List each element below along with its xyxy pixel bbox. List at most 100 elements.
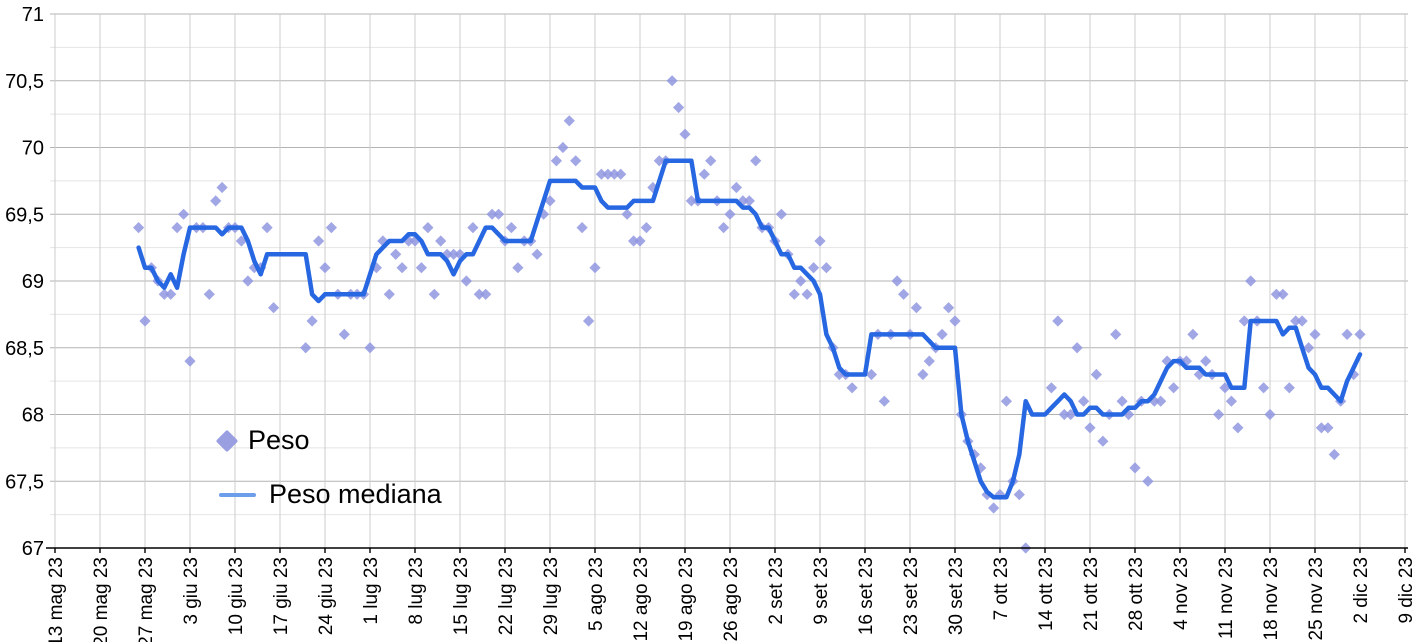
scatter-point <box>203 288 215 300</box>
x-tick-label: 25 nov 23 <box>1306 557 1327 640</box>
x-tick-label: 1 lug 23 <box>361 557 382 625</box>
scatter-point <box>820 262 832 274</box>
x-tick-label: 29 lug 23 <box>541 557 562 635</box>
scatter-point <box>306 315 318 327</box>
scatter-point <box>1315 422 1327 434</box>
scatter-point <box>640 222 652 234</box>
scatter-point <box>364 342 376 354</box>
scatter-point <box>1213 408 1225 421</box>
scatter-point <box>1155 395 1167 407</box>
scatter-point <box>383 288 395 300</box>
scatter-point <box>679 128 691 140</box>
scatter-point <box>673 101 685 114</box>
scatter-point <box>705 155 717 167</box>
scatter-point <box>615 168 627 180</box>
scatter-point <box>1322 422 1334 434</box>
scatter-point <box>878 395 890 407</box>
scatter-point <box>1116 395 1128 407</box>
x-tick-label: 9 set 23 <box>811 557 832 625</box>
x-tick-label: 21 ott 23 <box>1081 557 1102 631</box>
x-tick-label: 19 ago 23 <box>676 557 697 642</box>
scatter-point <box>1071 342 1083 354</box>
scatter-point <box>788 288 800 300</box>
scatter-point <box>833 368 845 381</box>
scatter-point <box>1264 408 1276 421</box>
scatter-point <box>531 248 543 260</box>
scatter-point <box>724 208 736 220</box>
scatter-point <box>550 155 562 167</box>
scatter-point <box>403 235 415 247</box>
scatter-point <box>801 288 813 300</box>
scatter-point <box>261 222 273 234</box>
scatter-point <box>583 315 595 327</box>
scatter-point <box>505 222 517 234</box>
scatter-point <box>621 208 633 220</box>
scatter-point <box>1084 422 1096 434</box>
scatter-point <box>1245 275 1257 287</box>
scatter-point <box>1341 328 1353 340</box>
median-line <box>136 158 1363 500</box>
scatter-point <box>910 302 922 314</box>
y-tick-label: 68 <box>22 405 44 427</box>
scatter-point <box>1303 342 1315 354</box>
x-tick-label: 26 ago 23 <box>721 557 742 642</box>
scatter-point <box>557 141 569 154</box>
scatter-point <box>1200 355 1212 367</box>
scatter-point <box>994 489 1006 501</box>
scatter-point <box>216 181 228 194</box>
scatter-point <box>1283 382 1295 394</box>
scatter-point <box>1232 422 1244 434</box>
scatter-point <box>1168 382 1180 394</box>
scatter-point <box>666 75 678 87</box>
scatter-point <box>1000 395 1012 407</box>
legend-label-peso-mediana: Peso mediana <box>269 479 442 509</box>
x-tick-label: 4 nov 23 <box>1171 557 1192 630</box>
scatter-point <box>512 262 524 274</box>
scatter-point <box>1013 489 1025 501</box>
scatter-point <box>737 195 749 207</box>
scatter-point <box>370 262 382 274</box>
x-tick-label: 22 lug 23 <box>496 557 517 635</box>
scatter-point <box>730 181 742 194</box>
scatter-point <box>1052 315 1064 327</box>
scatter-point <box>750 155 762 167</box>
scatter-point <box>795 275 807 287</box>
scatter-point <box>448 248 460 260</box>
scatter-point <box>544 195 556 207</box>
x-tick-label: 30 set 23 <box>946 557 967 635</box>
scatter-point <box>171 222 183 234</box>
x-tick-label: 17 giu 23 <box>271 557 292 635</box>
legend-item-peso-mediana: Peso mediana <box>219 479 442 510</box>
scatter-point <box>178 208 190 220</box>
scatter-point <box>1142 475 1154 487</box>
scatter-point <box>377 235 389 247</box>
scatter-point <box>563 115 575 127</box>
scatter-point <box>718 222 730 234</box>
scatter-point <box>1354 328 1366 340</box>
scatter-point <box>467 222 479 234</box>
scatter-point <box>1270 288 1282 300</box>
x-tick-label: 15 lug 23 <box>451 557 472 635</box>
scatter-point <box>814 235 826 247</box>
scatter-point <box>1225 395 1237 407</box>
x-tick-label: 9 dic 23 <box>1396 557 1417 624</box>
scatter-point <box>460 275 472 287</box>
x-tick-label: 11 nov 23 <box>1216 557 1237 639</box>
scatter-point <box>1187 328 1199 340</box>
scatter-point <box>1129 462 1141 474</box>
scatter-point <box>949 315 961 327</box>
scatter-point <box>441 248 453 260</box>
scatter-point <box>300 342 312 354</box>
scatter-point <box>975 462 987 474</box>
scatter-point <box>653 155 665 167</box>
scatter-point <box>634 235 646 247</box>
scatter-point <box>1238 315 1250 327</box>
scatter-point <box>1219 382 1231 394</box>
scatter-point <box>422 222 434 234</box>
scatter-point <box>1078 395 1090 407</box>
scatter-point <box>865 368 877 381</box>
scatter-point <box>1290 315 1302 327</box>
scatter-point <box>165 288 177 300</box>
x-tick-label: 18 nov 23 <box>1261 557 1282 640</box>
